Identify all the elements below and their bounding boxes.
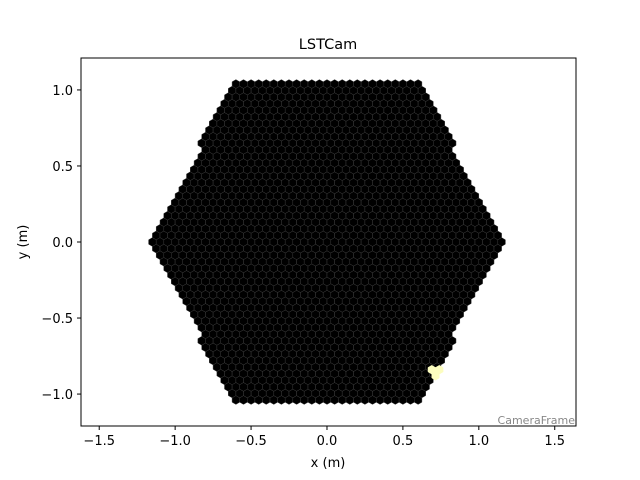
x-tick-label: −0.5 bbox=[235, 434, 267, 449]
y-tick-label: 1.0 bbox=[52, 84, 73, 99]
y-tick-label: 0.5 bbox=[52, 160, 73, 175]
x-tick-label: −1.5 bbox=[83, 434, 115, 449]
x-tick-label: 0.0 bbox=[317, 434, 338, 449]
y-tick-label: −1.0 bbox=[41, 388, 73, 403]
x-axis-label: x (m) bbox=[311, 456, 346, 471]
y-tick-label: −0.5 bbox=[41, 312, 73, 327]
y-axis-label: y (m) bbox=[16, 225, 31, 260]
x-tick-label: 1.5 bbox=[544, 434, 565, 449]
x-tick-label: 0.5 bbox=[393, 434, 414, 449]
frame-annotation: CameraFrame bbox=[498, 414, 576, 427]
chart-title: LSTCam bbox=[299, 37, 357, 53]
camera-pixels bbox=[148, 79, 506, 405]
x-tick-label: −1.0 bbox=[159, 434, 191, 449]
y-tick-label: 0.0 bbox=[52, 236, 73, 251]
x-tick-label: 1.0 bbox=[468, 434, 489, 449]
highlight-pixel bbox=[431, 368, 440, 378]
pixel-grid bbox=[148, 79, 506, 405]
